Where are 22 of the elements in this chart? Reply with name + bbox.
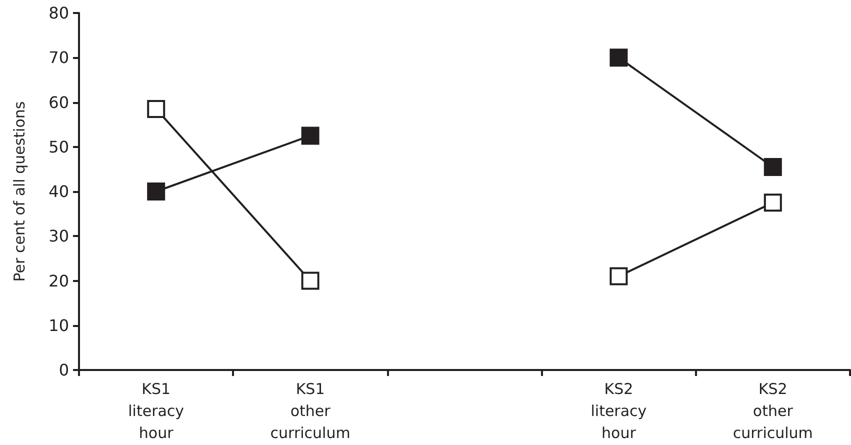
y-tick-label: 70 [48, 48, 69, 68]
x-tick-label: KS1 literacy hour [128, 380, 184, 442]
y-tick-label: 80 [48, 4, 69, 22]
point [147, 182, 166, 200]
y-tick-label: 20 [48, 271, 69, 290]
y-tick-label: 30 [48, 226, 69, 246]
x-tick-label: KS1 other curriculum [270, 380, 350, 442]
point [147, 100, 166, 118]
y-tick-label: 50 [48, 137, 69, 156]
point [764, 158, 782, 176]
point [764, 194, 782, 212]
y-tick-label: 40 [48, 182, 69, 201]
x-tick-label: KS2 literacy hour [590, 380, 647, 442]
point [301, 126, 320, 145]
y-tick-label: 60 [48, 92, 69, 112]
x-tick-label: KS2 other curriculum [732, 380, 813, 442]
y-tick-label: 10 [48, 316, 69, 335]
y-axis-title: Per cent of all questions [10, 101, 28, 282]
y-tick-label: 0 [58, 360, 69, 380]
point [610, 267, 628, 286]
point [301, 272, 320, 290]
point [610, 48, 628, 67]
